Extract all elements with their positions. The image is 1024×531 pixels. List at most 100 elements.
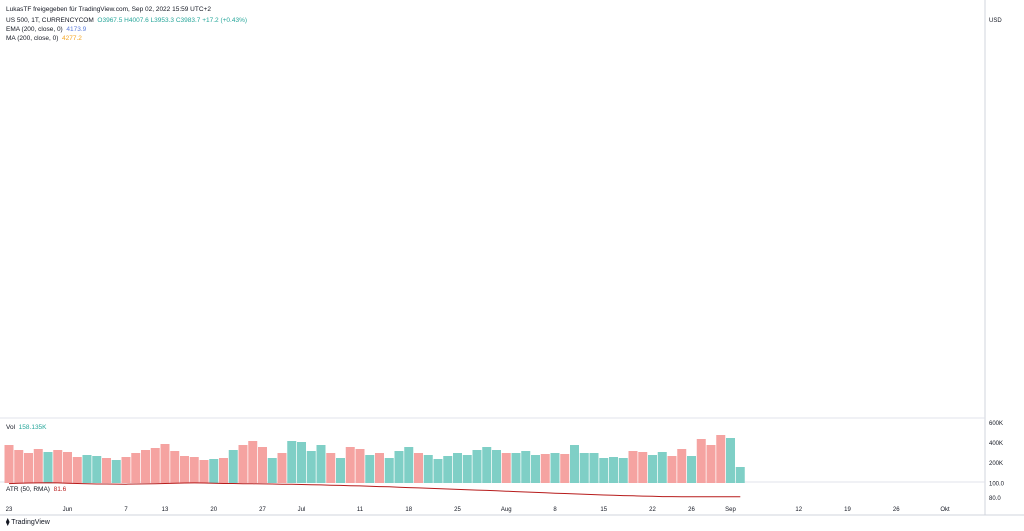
time-tick-label: 27	[259, 507, 266, 513]
ma-legend[interactable]: MA (200, close, 0) 4277.2	[6, 35, 82, 43]
volume-bar	[336, 458, 345, 483]
volume-bar	[4, 445, 14, 483]
ma-value: 4277.2	[62, 35, 82, 42]
time-tick-label: 12	[795, 507, 802, 513]
time-tick-label: 25	[454, 507, 461, 513]
volume-bar	[443, 456, 453, 483]
volume-bar	[423, 455, 433, 483]
tradingview-logo-icon: ⧫	[6, 519, 10, 526]
volume-bar	[492, 450, 501, 483]
volume-bar	[326, 453, 336, 483]
volume-bar	[209, 459, 219, 483]
volume-bar	[638, 452, 648, 483]
time-tick-label: 13	[162, 507, 169, 513]
volume-bar	[345, 447, 355, 483]
volume-bar	[384, 458, 394, 483]
volume-bar	[267, 458, 277, 483]
volume-bar	[248, 441, 258, 483]
volume-bar	[482, 447, 492, 483]
volume-bar	[404, 447, 414, 483]
volume-bar	[570, 445, 579, 483]
ma-label: MA (200, close, 0)	[6, 35, 59, 42]
volume-bar	[189, 457, 199, 483]
volume-bar	[716, 435, 726, 483]
volume-bar	[306, 451, 316, 483]
volume-bar	[414, 453, 423, 483]
atr-legend[interactable]: ATR (50, RMA) 81.6	[6, 486, 66, 494]
symbol-name: US 500, 1T, CURRENCYCOM	[6, 17, 94, 24]
volume-bar	[628, 451, 638, 483]
volume-bar	[121, 457, 131, 483]
volume-bar	[531, 455, 540, 483]
volume-bar	[150, 448, 160, 483]
volume-tick-label: 200K	[989, 461, 1003, 467]
volume-bar	[589, 453, 599, 483]
volume-bar	[462, 455, 472, 483]
volume-pane: 600K 400K 200K	[4, 421, 1003, 483]
volume-bar	[687, 456, 696, 483]
volume-bar	[433, 459, 443, 483]
symbol-line: US 500, 1T, CURRENCYCOM O3967.5 H4007.6 …	[6, 17, 247, 25]
currency-label: USD	[989, 18, 1002, 24]
volume-bar	[180, 456, 189, 483]
volume-bar	[199, 460, 209, 483]
volume-bar	[618, 458, 628, 483]
volume-bar	[648, 455, 657, 483]
time-tick-label: 23	[6, 507, 13, 513]
volume-bar	[355, 449, 365, 483]
volume-bar	[706, 445, 716, 483]
volume-legend[interactable]: Vol 158.135K	[6, 424, 47, 432]
time-tick-label: 11	[357, 507, 364, 513]
volume-bar	[365, 455, 375, 483]
time-tick-label: 19	[844, 507, 851, 513]
volume-bar	[160, 444, 170, 483]
atr-value: 81.6	[53, 486, 67, 493]
atr-tick-label: 100.0	[989, 482, 1005, 488]
atr-tick-label: 80.0	[989, 496, 1001, 502]
volume-bar	[72, 457, 82, 483]
time-tick-label: 22	[649, 507, 656, 513]
volume-bar	[394, 451, 404, 483]
time-tick-label: Jun	[63, 507, 73, 513]
volume-bar	[657, 452, 667, 483]
grid	[0, 0, 1024, 516]
volume-bar	[258, 447, 267, 483]
time-tick-label: 15	[600, 507, 607, 513]
volume-bar	[277, 453, 287, 483]
atr-label: ATR (50, RMA)	[6, 486, 50, 493]
time-tick-label: 20	[210, 507, 217, 513]
volume-bar	[33, 449, 43, 483]
time-tick-label: 7	[124, 507, 128, 513]
volume-tick-label: 600K	[989, 421, 1003, 427]
share-caption: LukasTF freigegeben für TradingView.com,…	[6, 6, 211, 13]
volume-bar	[511, 453, 521, 483]
volume-bar	[501, 453, 511, 483]
volume-bar	[735, 467, 745, 483]
time-axis: 23 Jun 7 13 20 27 Jul 11 18 25 Aug 8 15 22 26 Sep 12 19 26…	[6, 507, 950, 513]
atr-pane: 100.0 80.0	[8, 482, 1005, 502]
volume-bar	[609, 457, 618, 483]
volume-bar	[92, 456, 102, 483]
time-tick-label: 26	[893, 507, 900, 513]
volume-bar	[53, 450, 63, 483]
volume-bar	[472, 450, 482, 483]
tradingview-brand[interactable]: ⧫ TradingView	[6, 518, 50, 526]
atr-line	[8, 482, 741, 498]
volume-bar	[141, 450, 150, 483]
ema-legend[interactable]: EMA (200, close, 0) 4173.9	[6, 26, 86, 34]
volume-bar	[579, 453, 589, 483]
volume-bar	[726, 438, 735, 483]
volume-bar	[316, 445, 326, 483]
volume-bar	[82, 455, 92, 483]
volume-bar	[599, 458, 609, 483]
volume-bar	[667, 456, 677, 483]
time-tick-label: Jul	[298, 507, 306, 513]
time-tick-label: Okt	[940, 507, 950, 513]
volume-bar	[540, 454, 550, 483]
volume-bar	[43, 452, 53, 483]
volume-bar	[131, 453, 141, 483]
volume-tick-label: 400K	[989, 441, 1003, 447]
volume-bar	[170, 451, 180, 483]
volume-bar	[287, 441, 297, 483]
